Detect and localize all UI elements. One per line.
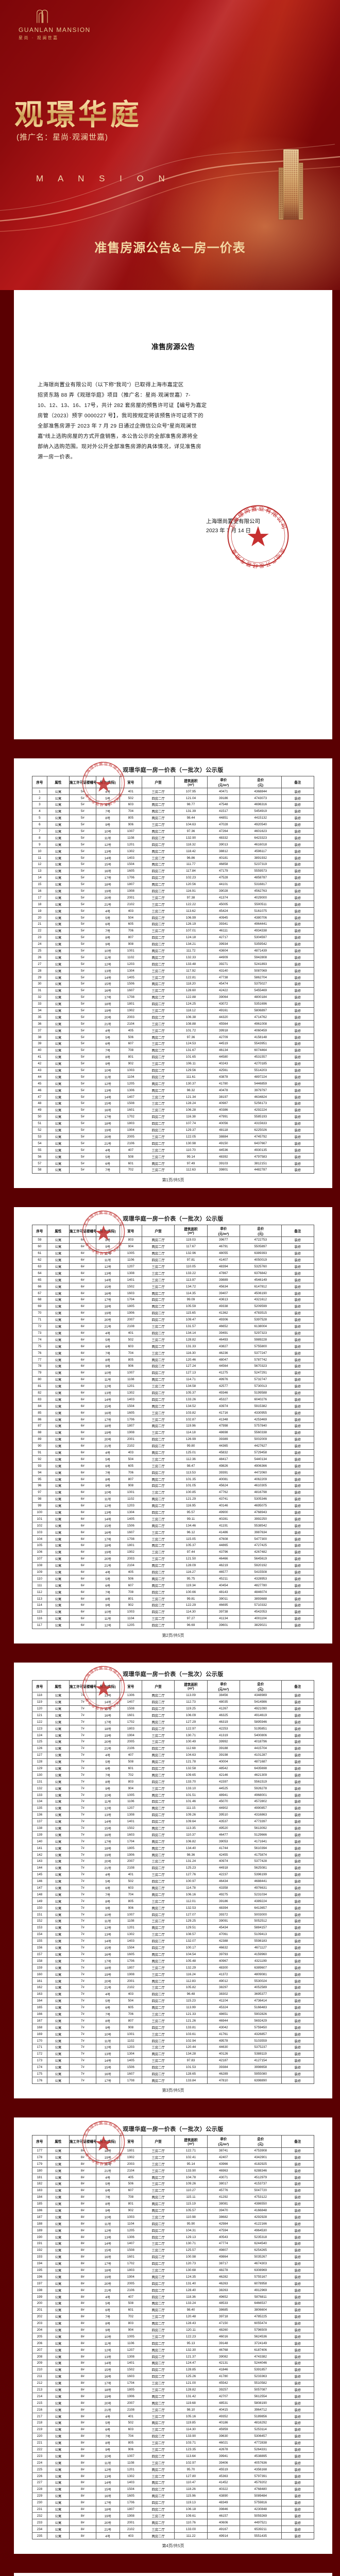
svg-text:上海璟尚置业有限公司: 上海璟尚置业有限公司 [83, 2120, 125, 2138]
svg-text:房地产开发经营专用章: 房地产开发经营专用章 [84, 792, 123, 807]
svg-text:房地产开发经营专用章: 房地产开发经营专用章 [84, 1697, 123, 1711]
svg-text:上海璟尚置业有限公司: 上海璟尚置业有限公司 [83, 761, 125, 778]
svg-text:上海璟尚置业有限公司: 上海璟尚置业有限公司 [83, 1665, 125, 1682]
svg-text:上海璟尚置业有限公司: 上海璟尚置业有限公司 [83, 1210, 125, 1227]
svg-text:房地产开发经营专用章: 房地产开发经营专用章 [84, 1241, 123, 1256]
svg-text:房地产开发经营专用章: 房地产开发经营专用章 [84, 2152, 123, 2166]
